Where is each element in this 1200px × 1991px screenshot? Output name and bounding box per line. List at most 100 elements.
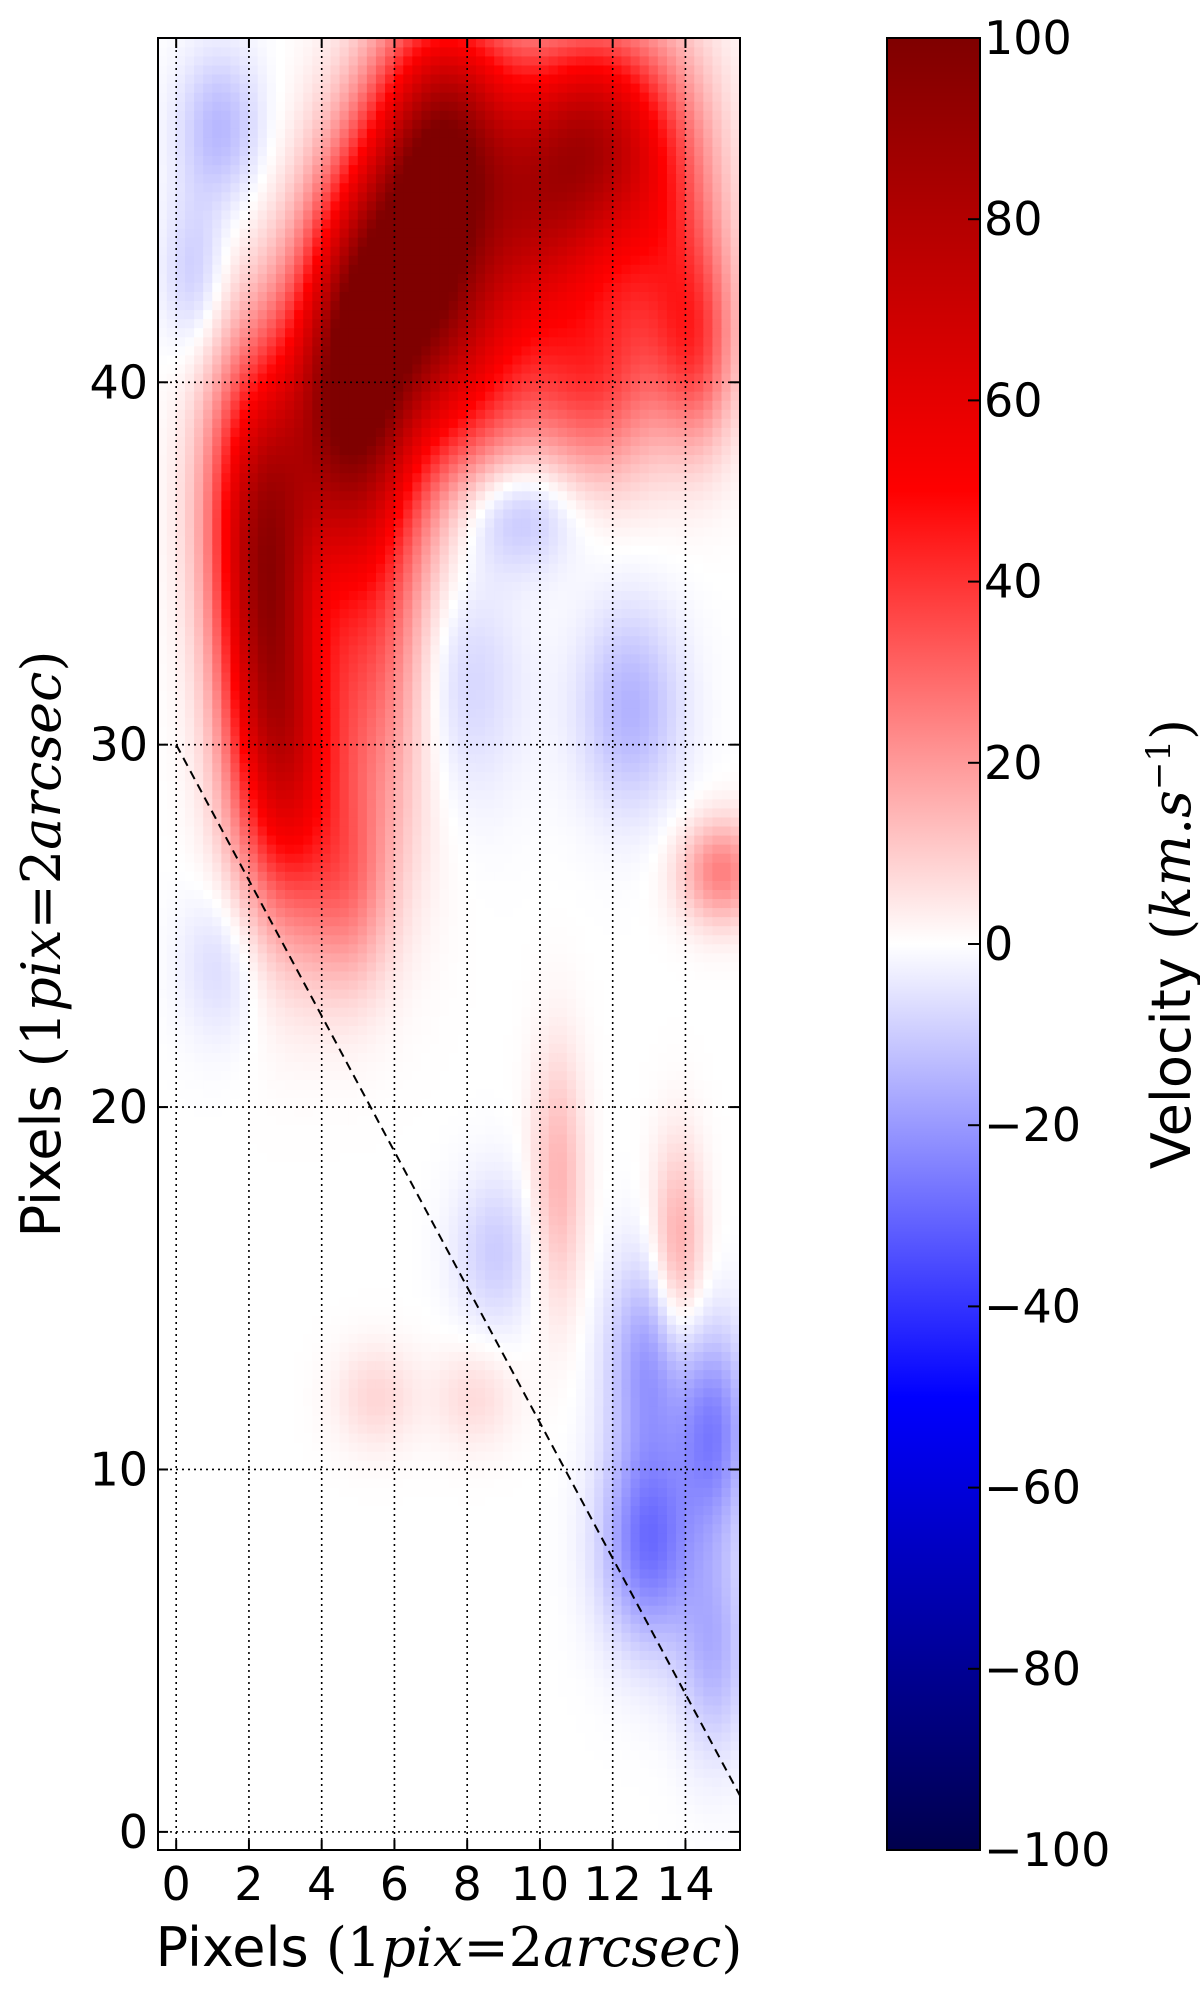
heatmap-cell <box>412 1206 423 1217</box>
heatmap-cell <box>594 1632 604 1642</box>
heatmap-cell <box>230 1287 241 1298</box>
heatmap-cell <box>257 1804 268 1815</box>
heatmap-cell <box>375 1224 386 1235</box>
heatmap-cell <box>230 1487 241 1497</box>
heatmap-cell <box>394 1768 404 1778</box>
heatmap-cell <box>557 1251 568 1262</box>
heatmap-cell <box>266 1795 277 1805</box>
heatmap-cell <box>230 1469 241 1479</box>
heatmap-cell <box>621 1722 632 1733</box>
heatmap-cell <box>430 1315 441 1325</box>
heatmap-cell <box>721 1550 732 1561</box>
heatmap-cell <box>576 1260 586 1271</box>
heatmap-cell <box>285 1532 295 1543</box>
heatmap-cell <box>203 1324 213 1334</box>
heatmap-cell <box>394 1152 404 1162</box>
heatmap-cell <box>412 1514 423 1525</box>
heatmap-cell <box>330 1423 341 1434</box>
heatmap-cell <box>312 1260 322 1271</box>
heatmap-cell <box>621 1306 632 1316</box>
heatmap-cell <box>466 1523 477 1534</box>
heatmap-cell <box>230 1432 241 1443</box>
heatmap-cell <box>566 1251 577 1262</box>
heatmap-cell <box>485 1197 495 1208</box>
heatmap-cell <box>666 1514 677 1525</box>
heatmap-cell <box>257 1713 268 1724</box>
heatmap-cell <box>685 1469 695 1479</box>
heatmap-cell <box>248 1378 259 1389</box>
heatmap-cell <box>339 1260 350 1271</box>
heatmap-cell <box>158 1242 168 1253</box>
heatmap-cell <box>703 1423 714 1434</box>
heatmap-cell <box>203 1632 213 1642</box>
heatmap-cell <box>503 1831 513 1842</box>
heatmap-cell <box>576 1768 586 1778</box>
heatmap-cell <box>594 1188 604 1198</box>
heatmap-cell <box>639 1586 650 1597</box>
heatmap-cell <box>530 1605 541 1615</box>
heatmap-cell <box>730 1423 740 1434</box>
heatmap-cell <box>676 1152 686 1162</box>
heatmap-cell <box>494 1496 504 1507</box>
heatmap-cell <box>594 1269 604 1280</box>
heatmap-cell <box>421 1559 432 1570</box>
heatmap-cell <box>666 1532 677 1543</box>
heatmap-cell <box>375 1731 386 1742</box>
heatmap-cell <box>639 1623 650 1633</box>
heatmap-cell <box>666 1478 677 1488</box>
heatmap-cell <box>530 1369 541 1380</box>
heatmap-cell <box>530 1586 541 1597</box>
heatmap-cell <box>448 1831 459 1842</box>
heatmap-cell <box>485 1777 495 1787</box>
heatmap-cell <box>385 1278 395 1289</box>
heatmap-cell <box>158 1777 168 1787</box>
heatmap-cell <box>648 1740 659 1751</box>
heatmap-cell <box>521 1251 532 1262</box>
heatmap-cell <box>285 1233 295 1244</box>
heatmap-cell <box>475 1840 486 1850</box>
heatmap-cell <box>448 1269 459 1280</box>
heatmap-cell <box>303 1831 313 1842</box>
heatmap-cell <box>657 1260 668 1271</box>
heatmap-cell <box>712 1324 723 1334</box>
heatmap-cell <box>394 1668 404 1679</box>
heatmap-cell <box>248 1278 259 1289</box>
heatmap-cell <box>421 1188 432 1198</box>
heatmap-cell <box>485 1759 495 1769</box>
heatmap-cell <box>266 1333 277 1343</box>
heatmap-cell <box>576 1532 586 1543</box>
heatmap-cell <box>721 1804 732 1815</box>
heatmap-cell <box>657 1822 668 1833</box>
heatmap-cell <box>594 1713 604 1724</box>
heatmap-cell <box>203 1442 213 1452</box>
heatmap-cell <box>385 1777 395 1787</box>
heatmap-cell <box>639 1596 650 1606</box>
heatmap-cell <box>666 1731 677 1742</box>
heatmap-cell <box>385 1442 395 1452</box>
heatmap-cell <box>457 1577 468 1588</box>
heatmap-cell <box>512 1695 523 1706</box>
heatmap-cell <box>676 1451 686 1461</box>
heatmap-cell <box>730 1750 740 1760</box>
heatmap-cell <box>375 1568 386 1579</box>
heatmap-cell <box>366 1596 377 1606</box>
heatmap-cell <box>430 1287 441 1298</box>
heatmap-cell <box>694 1306 704 1316</box>
heatmap-cell <box>694 1451 704 1461</box>
heatmap-cell <box>466 1632 477 1642</box>
heatmap-cell <box>576 1750 586 1760</box>
heatmap-cell <box>357 1188 368 1198</box>
heatmap-cell <box>539 1215 550 1226</box>
heatmap-cell <box>248 1224 259 1235</box>
heatmap-cell <box>439 1333 450 1343</box>
heatmap-cell <box>557 1278 568 1289</box>
heatmap-cell <box>257 1750 268 1760</box>
heatmap-cell <box>648 1206 659 1217</box>
heatmap-cell <box>594 1170 604 1180</box>
heatmap-cell <box>494 1586 504 1597</box>
heatmap-cell <box>576 1704 586 1715</box>
heatmap-cell <box>603 1668 613 1679</box>
heatmap-cell <box>348 1324 359 1334</box>
heatmap-cell <box>585 1722 595 1733</box>
